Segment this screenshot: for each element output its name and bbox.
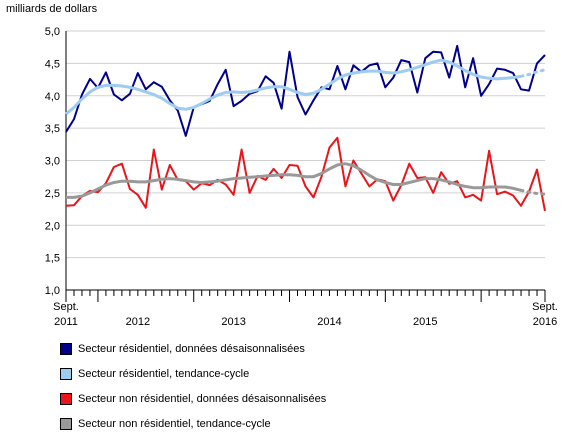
y-tick-label: 1,0: [45, 285, 60, 297]
legend-item-nonresidential-sa: Secteur non résidentiel, données désaiso…: [60, 386, 326, 411]
y-tick-label: 1,5: [45, 253, 60, 265]
legend-swatch-residential-sa: [60, 342, 72, 355]
legend-swatch-nonresidential-sa: [60, 392, 72, 405]
legend-item-residential-sa: Secteur résidentiel, données désaisonnal…: [60, 336, 326, 361]
legend-swatch-residential-trend: [60, 367, 72, 380]
y-axis: 1,0 1,5 2,0 2,5 3,0 3,5 4,0 4,5 5,0: [45, 26, 67, 297]
unit-label: milliards de dollars: [6, 3, 98, 15]
y-tick-label: 3,5: [45, 123, 60, 135]
series-line-3: [66, 162, 522, 199]
series-line-1-dotted: [519, 68, 547, 78]
x-tick-label: Sept.: [532, 301, 558, 313]
legend-item-nonresidential-trend: Secteur non résidentiel, tendance-cycle: [60, 411, 326, 436]
y-tick-label: 4,5: [45, 58, 60, 70]
legend: Secteur résidentiel, données désaisonnal…: [60, 336, 326, 436]
x-tick-label: 2014: [317, 316, 341, 328]
legend-item-residential-trend: Secteur résidentiel, tendance-cycle: [60, 361, 326, 386]
gridlines: [66, 30, 545, 291]
legend-label-residential-sa: Secteur résidentiel, données désaisonnal…: [78, 342, 305, 355]
y-tick-label: 5,0: [45, 26, 60, 38]
y-tick-label: 4,0: [45, 91, 60, 103]
x-tick-label: 2012: [126, 316, 150, 328]
series-lines: [65, 44, 547, 212]
x-tick-label: 2013: [221, 316, 245, 328]
legend-label-nonresidential-trend: Secteur non résidentiel, tendance-cycle: [78, 417, 271, 430]
legend-label-nonresidential-sa: Secteur non résidentiel, données désaiso…: [78, 392, 327, 405]
x-tick-label: Sept.: [53, 301, 79, 313]
series-line-3-dotted: [519, 188, 547, 196]
series-line-0: [65, 44, 546, 137]
x-tick-label: 2015: [413, 316, 437, 328]
y-tick-label: 2,5: [45, 188, 60, 200]
x-tick-label: 2016: [533, 316, 557, 328]
x-tick-label: 2011: [54, 316, 78, 328]
y-tick-label: 3,0: [45, 156, 60, 168]
legend-swatch-nonresidential-trend: [60, 417, 72, 430]
x-axis: Sept. 2011 2012 2013 2014 2015 Sept. 2016: [53, 289, 558, 328]
legend-label-residential-trend: Secteur résidentiel, tendance-cycle: [78, 367, 250, 380]
series-line-1: [65, 58, 522, 116]
y-tick-label: 2,0: [45, 220, 60, 232]
series-line-2: [65, 136, 546, 212]
